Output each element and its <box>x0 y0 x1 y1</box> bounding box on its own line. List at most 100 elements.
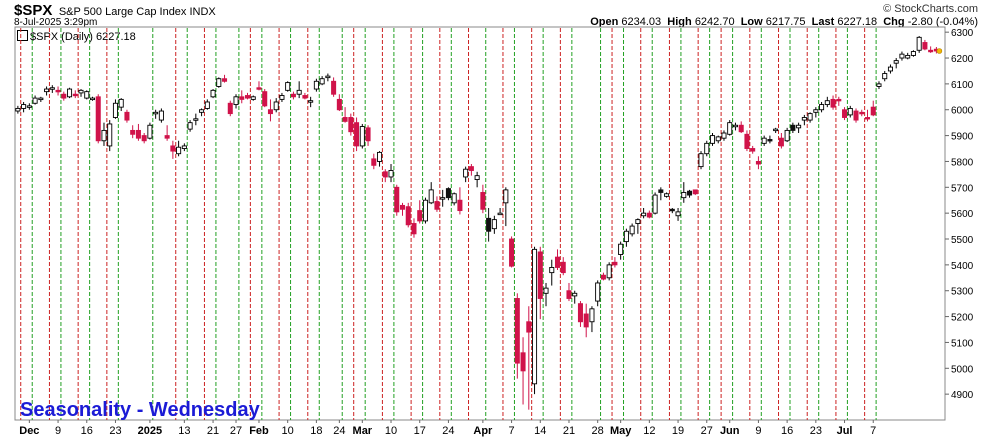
series-legend: $SPX (Daily) 6227.18 <box>17 30 136 43</box>
candle-body <box>698 153 704 168</box>
candle-body <box>296 89 302 95</box>
candle-body <box>451 193 457 204</box>
candle-body <box>147 124 153 139</box>
candle-body <box>669 208 675 212</box>
candle-body <box>112 102 118 118</box>
candle-body <box>222 78 228 82</box>
candle-body <box>440 197 446 200</box>
candle-body <box>371 158 377 166</box>
candle-body <box>15 107 21 112</box>
candle-body <box>922 42 928 50</box>
candle-body <box>233 96 239 106</box>
candle-body <box>348 117 354 133</box>
candle-body <box>589 308 595 323</box>
candle-body <box>836 98 842 102</box>
candle-body <box>89 97 96 101</box>
x-tick-label: 27 <box>701 425 713 437</box>
candle-body <box>193 118 199 121</box>
candle-body <box>279 95 285 100</box>
candle-body <box>44 88 50 93</box>
candle-body <box>842 109 848 118</box>
candle-body <box>847 107 853 116</box>
candle-body <box>526 321 532 333</box>
candle-body <box>830 98 836 108</box>
x-tick-label: Mar <box>353 425 373 437</box>
candle-body <box>646 212 652 218</box>
candle-body <box>790 124 796 131</box>
candle-body <box>434 201 440 210</box>
candle-body <box>813 109 819 113</box>
candle-body <box>692 189 698 195</box>
candle-body <box>331 80 337 95</box>
x-tick-label: 23 <box>810 425 822 437</box>
x-tick-label: Jul <box>837 425 853 437</box>
candle-body <box>78 89 84 94</box>
x-tick-label: 23 <box>109 425 121 437</box>
candle-body <box>302 95 308 99</box>
candle-body <box>417 210 423 222</box>
candle-body <box>727 122 733 135</box>
y-tick-label: 5600 <box>951 209 974 220</box>
candle-body <box>767 139 773 142</box>
candle-body <box>267 109 273 115</box>
candle-body <box>107 123 113 147</box>
candle-body <box>652 194 658 214</box>
candle-body <box>870 106 876 116</box>
candle-body <box>285 82 291 91</box>
candle-body <box>606 264 612 279</box>
candle-body <box>549 267 555 274</box>
chart-datetime: 8-Jul-2025 3:29pm <box>14 17 98 28</box>
candle-body <box>457 199 463 212</box>
x-tick-label: 2025 <box>138 425 162 437</box>
x-tick-label: 10 <box>282 425 294 437</box>
candle-body <box>290 93 296 98</box>
x-tick-label: 7 <box>509 425 515 437</box>
candle-body <box>101 129 107 142</box>
y-tick-label: 6200 <box>951 54 974 65</box>
candle-body <box>394 186 400 213</box>
candle-body <box>709 135 716 144</box>
chg-label: Chg <box>883 16 905 28</box>
x-tick-label: Feb <box>249 425 269 437</box>
candle-body <box>256 87 262 90</box>
candle-body <box>445 188 451 199</box>
candle-body <box>181 145 187 149</box>
candle-body <box>468 166 474 171</box>
candle-body <box>629 225 635 235</box>
candle-body <box>687 190 693 196</box>
candle-body <box>755 160 761 165</box>
candle-body <box>365 127 371 142</box>
candle-body <box>824 100 830 106</box>
candle-body <box>32 97 38 104</box>
candle-body <box>497 212 503 216</box>
y-tick-label: 5400 <box>951 261 974 272</box>
candle-body <box>778 137 784 147</box>
candle-body <box>560 261 566 274</box>
candle-body <box>658 189 664 193</box>
candle-body <box>124 111 130 121</box>
candle-body <box>84 91 90 99</box>
candle-body <box>543 287 549 294</box>
legend-swatch <box>17 30 28 41</box>
candle-body <box>583 313 589 328</box>
price-stats: Open 6234.03 High 6242.70 Low 6217.75 La… <box>590 16 978 28</box>
candle-body <box>308 100 314 103</box>
candle-body <box>49 87 55 90</box>
candle-body <box>204 101 210 109</box>
candle-body <box>853 110 859 121</box>
x-tick-label: 19 <box>672 425 684 437</box>
y-tick-label: 5300 <box>951 287 974 298</box>
candle-body <box>514 298 520 364</box>
candle-body <box>399 204 406 210</box>
candle-body <box>244 95 251 99</box>
candle-body <box>486 217 492 232</box>
x-tick-label: 27 <box>230 425 242 437</box>
candle-body <box>405 206 411 226</box>
security-name: S&P 500 Large Cap Index INDX <box>58 6 216 18</box>
candle-body <box>784 129 790 142</box>
candle-body <box>199 109 205 113</box>
candle-body <box>905 54 911 59</box>
candle-body <box>273 101 279 111</box>
candle-body <box>773 128 779 132</box>
candle-body <box>876 83 882 87</box>
